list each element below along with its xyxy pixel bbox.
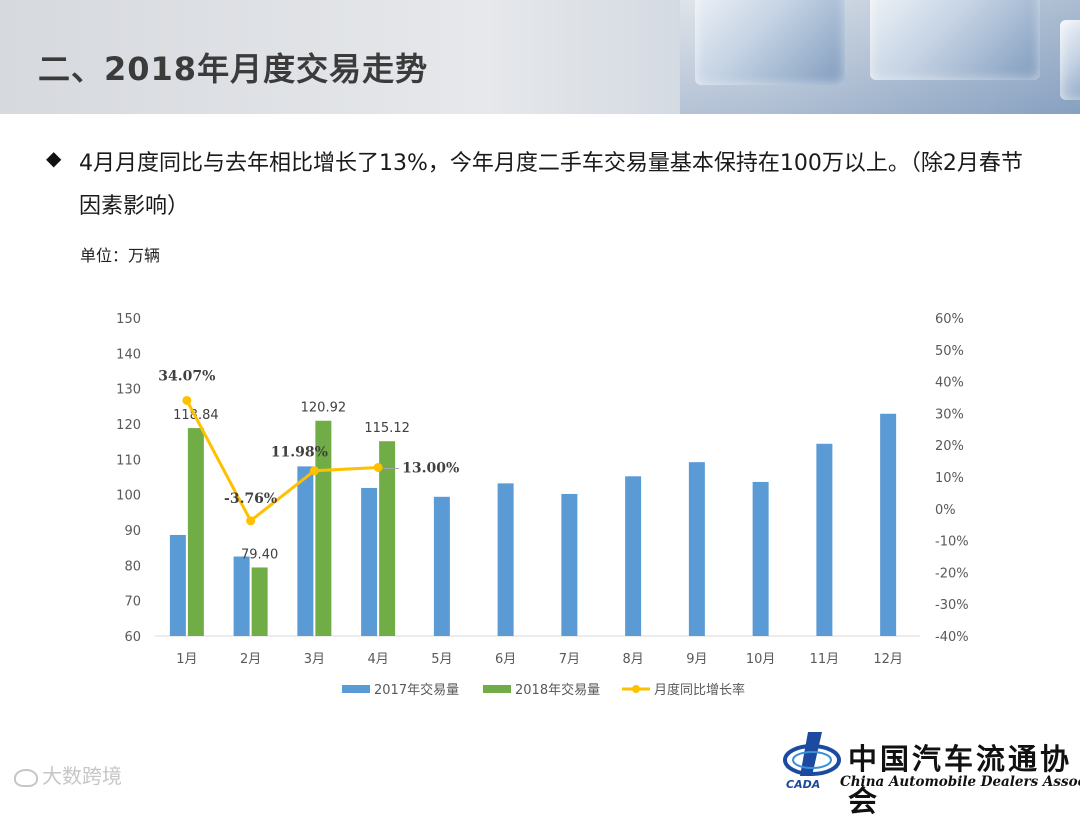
y-left-tick-label: 90 xyxy=(124,524,141,539)
x-tick-label: 7月 xyxy=(559,652,580,667)
y-left-tick-label: 110 xyxy=(116,453,141,468)
y-right-tick-label: 40% xyxy=(935,376,964,391)
growth-rate-data-label: 13.00% xyxy=(402,460,459,476)
bar-2017 xyxy=(816,443,833,636)
y-left-tick-label: 130 xyxy=(116,383,141,398)
x-tick-label: 10月 xyxy=(746,652,776,667)
bar-2018 xyxy=(379,441,396,636)
legend-label: 2018年交易量 xyxy=(515,682,600,698)
x-tick-label: 9月 xyxy=(686,652,707,667)
bar-2017 xyxy=(625,476,642,636)
monthly-trade-chart: 60 70 80 90 100 110 120 130 140 150 -40% -30% -20% -1… xyxy=(116,312,969,698)
legend-label: 月度同比增长率 xyxy=(654,682,745,698)
x-tick-label: 5月 xyxy=(431,652,452,667)
x-tick-label: 3月 xyxy=(304,652,325,667)
legend-label: 2017年交易量 xyxy=(374,682,459,698)
bar-2017 xyxy=(297,466,314,636)
y-right-tick-label: -30% xyxy=(935,598,969,613)
bar-2017 xyxy=(752,481,769,636)
growth-rate-point xyxy=(182,395,192,405)
y-right-tick-label: -20% xyxy=(935,566,969,581)
y-left-tick-label: 100 xyxy=(116,489,141,504)
growth-rate-data-label: 11.98% xyxy=(271,445,328,461)
header-banner: 二、2018年月度交易走势 xyxy=(0,0,1080,114)
cada-emblem-icon xyxy=(783,732,841,776)
bullet-text: 4月月度同比与去年相比增长了13%，今年月度二手车交易量基本保持在100万以上。… xyxy=(79,151,1023,219)
y-right-tick-label: 10% xyxy=(935,471,964,486)
page-title: 二、2018年月度交易走势 xyxy=(38,50,429,88)
growth-rate-line xyxy=(185,399,379,524)
growth-rate-data-label: 34.07% xyxy=(158,368,215,384)
legend-swatch-marker xyxy=(632,685,640,693)
bar-2017 xyxy=(880,413,897,636)
decorative-cube xyxy=(870,0,1040,80)
y-right-tick-label: -10% xyxy=(935,535,969,550)
y-left-tick-label: 80 xyxy=(124,559,141,574)
diamond-bullet-icon: ◆ xyxy=(46,146,62,170)
bar-2018 xyxy=(187,428,204,636)
growth-rate-point xyxy=(373,462,383,472)
y-left-tick-label: 70 xyxy=(124,595,141,610)
y-right-tick-label: 30% xyxy=(935,407,964,422)
y-right-tick-label: 60% xyxy=(935,312,964,327)
unit-label: 单位：万辆 xyxy=(80,246,161,265)
x-tick-label: 11月 xyxy=(810,652,840,667)
y-right-tick-label: 20% xyxy=(935,439,964,454)
x-tick-label: 8月 xyxy=(622,652,643,667)
y-right-tick-label: 50% xyxy=(935,344,964,359)
growth-rate-data-label: -3.76% xyxy=(224,491,277,507)
bar-2017 xyxy=(233,556,250,636)
growth-rate-point xyxy=(309,466,319,476)
watermark-text: 大数跨境 xyxy=(42,764,122,788)
bar-2017 xyxy=(169,534,186,636)
bar-2018 xyxy=(315,420,332,636)
logo-name-en: China Automobile Dealers Association xyxy=(840,774,1080,790)
y-right-tick-label: 0% xyxy=(935,503,956,518)
y-left-tick-label: 120 xyxy=(116,418,141,433)
decorative-cube xyxy=(695,0,845,85)
bar-2017 xyxy=(433,496,450,636)
y-left-tick-label: 140 xyxy=(116,347,141,362)
y-left-tick-label: 60 xyxy=(124,630,141,645)
logo-abbreviation: CADA xyxy=(786,778,821,791)
bar-2018-data-label: 120.92 xyxy=(301,401,347,416)
y-right-tick-label: -40% xyxy=(935,630,969,645)
bar-2018-data-label: 79.40 xyxy=(241,547,278,562)
x-tick-label: 6月 xyxy=(495,652,516,667)
bar-2018-data-label: 115.12 xyxy=(364,421,410,436)
cada-logo: CADA 中国汽车流通协会 China Automobile Dealers A… xyxy=(782,730,1080,818)
bar-2017 xyxy=(688,462,705,636)
bar-2017 xyxy=(361,487,378,636)
watermark: 大数跨境 xyxy=(14,760,122,789)
x-tick-label: 12月 xyxy=(873,652,903,667)
bar-2017 xyxy=(561,493,578,636)
bar-2018 xyxy=(251,567,268,636)
x-tick-label: 4月 xyxy=(367,652,388,667)
y-left-tick-label: 150 xyxy=(116,312,141,327)
decorative-cube xyxy=(1060,20,1080,100)
x-tick-label: 1月 xyxy=(176,652,197,667)
bar-2017 xyxy=(497,483,514,636)
growth-rate-point xyxy=(246,516,256,526)
weibo-icon xyxy=(14,768,38,787)
x-tick-label: 2月 xyxy=(240,652,261,667)
legend-swatch xyxy=(483,685,511,693)
legend-swatch xyxy=(342,685,370,693)
